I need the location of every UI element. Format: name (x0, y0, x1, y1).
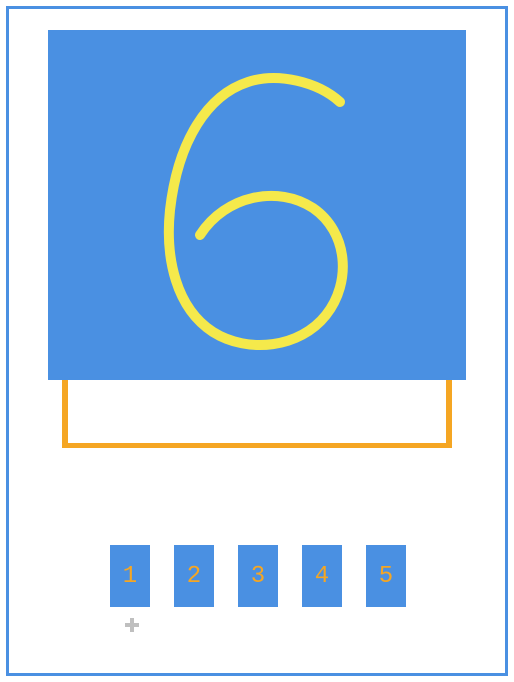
pad-6 (48, 30, 466, 380)
pad-4-label: 4 (315, 563, 329, 590)
origin-marker-icon (125, 618, 139, 632)
pad-4: 4 (302, 545, 342, 607)
pad-2-label: 2 (187, 563, 201, 590)
pad-1-label: 1 (123, 563, 137, 590)
pad-5: 5 (366, 545, 406, 607)
bracket-leg-right (446, 380, 452, 448)
pad-3: 3 (238, 545, 278, 607)
bracket-bottom (62, 443, 452, 448)
six-stroke (169, 78, 343, 345)
pad-5-label: 5 (379, 563, 393, 590)
bracket-leg-left (62, 380, 68, 448)
pad-3-label: 3 (251, 563, 265, 590)
pad-1: 1 (110, 545, 150, 607)
pad-2: 2 (174, 545, 214, 607)
pad-6-glyph (48, 30, 466, 380)
